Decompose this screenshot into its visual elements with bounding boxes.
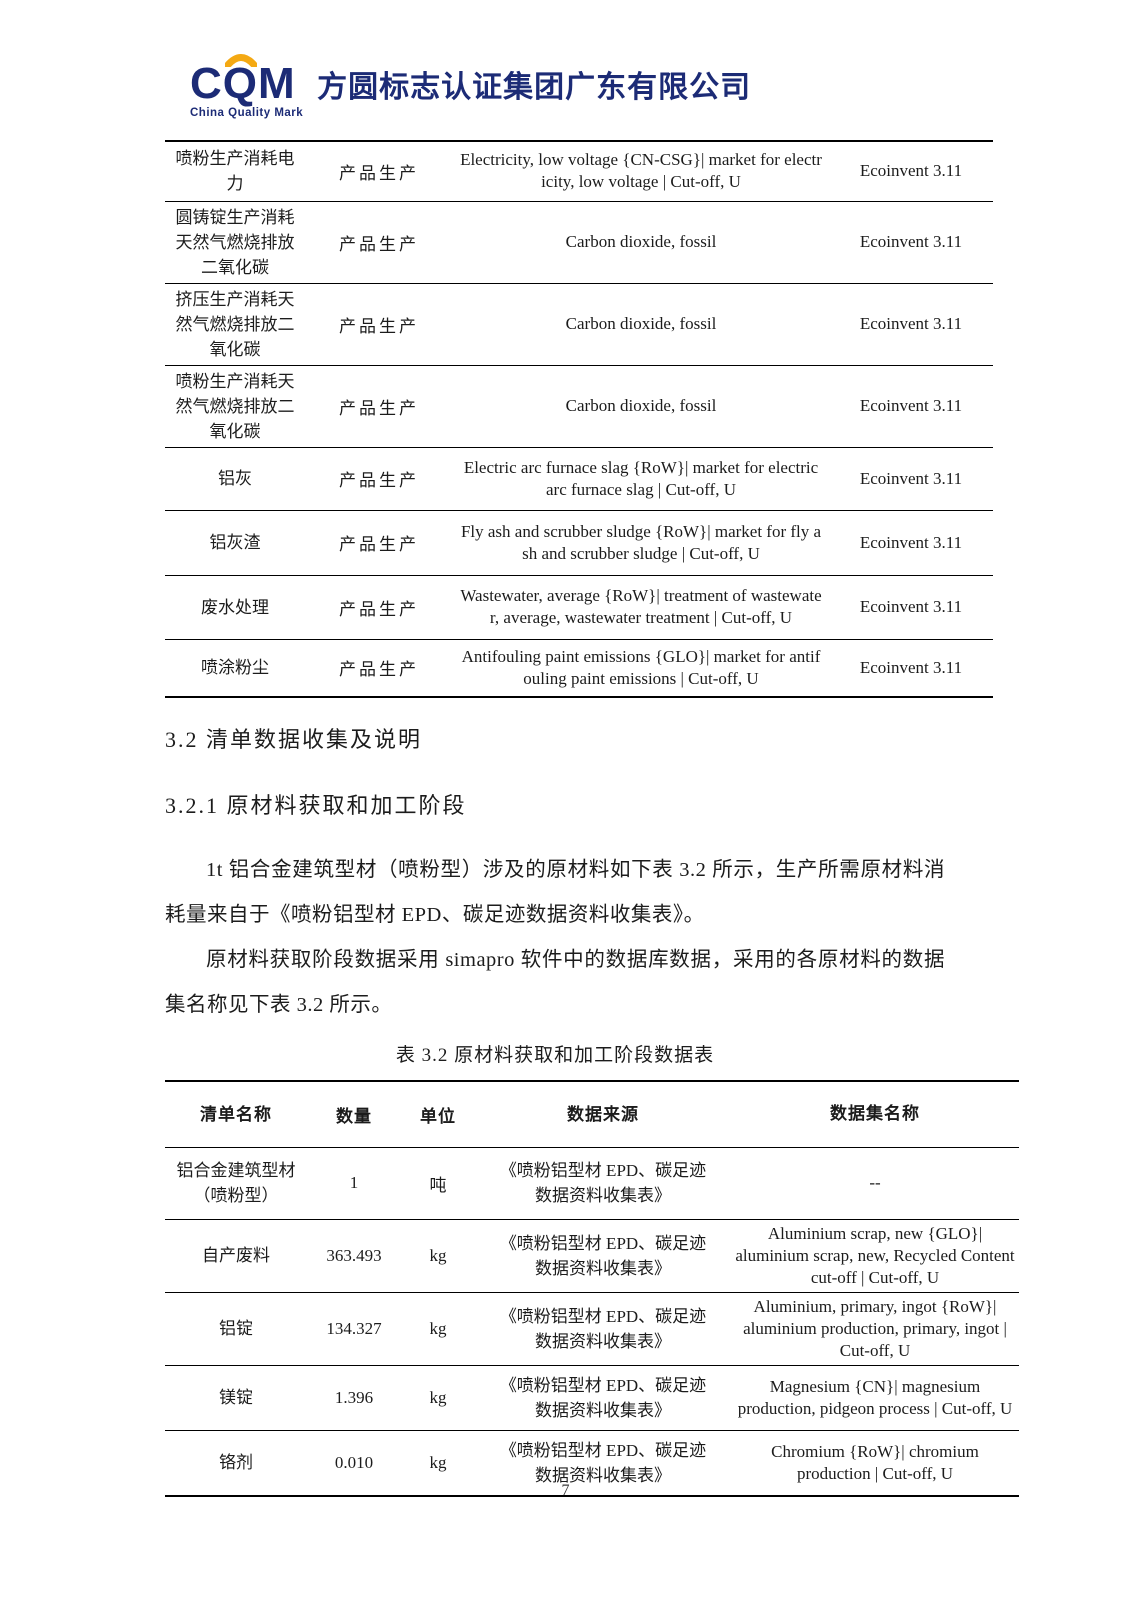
paragraph-2: 原材料获取阶段数据采用 simapro 软件中的数据库数据，采用的各原材料的数据… [165, 949, 945, 1016]
unit-cell: kg [429, 1452, 447, 1472]
qty-cell: 0.010 [334, 1452, 374, 1472]
body-paragraphs: 1t 铝合金建筑型材（喷粉型）涉及的原材料如下表 3.2 所示，生产所需原材料消… [165, 848, 945, 1028]
stage-cell: 产品生产 [305, 575, 453, 640]
item-cell: 铝锭 [165, 1292, 307, 1366]
column-header-source: 数据来源 [475, 1081, 731, 1148]
table-row: 铬剂 0.010 kg 《喷粉铝型材 EPD、碳足迹数据资料收集表》 Chrom… [165, 1430, 1019, 1496]
table-row: 铝灰渣 产品生产 Fly ash and scrubber sludge {Ro… [165, 510, 993, 576]
flow-name-cell: 圆铸锭生产消耗天然气燃烧排放二氧化碳 [165, 201, 305, 284]
source-cell: Ecoinvent 3.11 [829, 447, 993, 511]
source-cell: 《喷粉铝型材 EPD、碳足迹数据资料收集表》 [499, 1440, 707, 1485]
table-row: 镁锭 1.396 kg 《喷粉铝型材 EPD、碳足迹数据资料收集表》 Magne… [165, 1365, 1019, 1431]
dataset-cell: Electricity, low voltage {CN-CSG}| marke… [453, 141, 829, 202]
flow-name-cell: 喷粉生产消耗天然气燃烧排放二氧化碳 [165, 365, 305, 448]
item-cell: 自产废料 [165, 1219, 307, 1293]
source-cell: 《喷粉铝型材 EPD、碳足迹数据资料收集表》 [475, 1147, 731, 1220]
table-row: 喷粉生产消耗电力 产品生产 Electricity, low voltage {… [165, 141, 993, 202]
cqm-logo: CQM China Quality Mark [190, 53, 304, 119]
dataset-cell: Electric arc furnace slag {RoW}| market … [453, 447, 829, 511]
qty-cell: 1 [307, 1147, 401, 1220]
table-row: 铝灰 产品生产 Electric arc furnace slag {RoW}|… [165, 447, 993, 511]
stage-cell: 产品生产 [305, 201, 453, 284]
stage-cell: 产品生产 [339, 660, 419, 680]
table-row: 废水处理 产品生产 Wastewater, average {RoW}| tre… [165, 575, 993, 640]
qty-cell: 363.493 [307, 1219, 401, 1293]
source-cell: 《喷粉铝型材 EPD、碳足迹数据资料收集表》 [475, 1292, 731, 1366]
dataset-cell: Aluminium, primary, ingot {RoW}| alumini… [731, 1292, 1019, 1366]
table-row: 喷涂粉尘 产品生产 Antifouling paint emissions {G… [165, 639, 993, 697]
dataset-cell: Fly ash and scrubber sludge {RoW}| marke… [453, 510, 829, 576]
table-row: 铝锭 134.327 kg 《喷粉铝型材 EPD、碳足迹数据资料收集表》 Alu… [165, 1292, 1019, 1366]
stage-cell: 产品生产 [305, 141, 453, 202]
flow-name-cell: 废水处理 [165, 575, 305, 640]
table-header-row: 清单名称 数量 单位 数据来源 数据集名称 [165, 1081, 1019, 1148]
document-body: 喷粉生产消耗电力 产品生产 Electricity, low voltage {… [165, 140, 1019, 1497]
dataset-cell: Carbon dioxide, fossil [453, 365, 829, 448]
table-3-2-caption: 表 3.2 原材料获取和加工阶段数据表 [395, 1045, 715, 1066]
dataset-cell: Aluminium scrap, new {GLO}| aluminium sc… [731, 1219, 1019, 1293]
flow-name-cell: 喷粉生产消耗电力 [165, 141, 305, 202]
dataset-cell: Carbon dioxide, fossil [453, 283, 829, 366]
dataset-cell: Wastewater, average {RoW}| treatment of … [453, 575, 829, 640]
source-cell: Ecoinvent 3.11 [829, 575, 993, 640]
item-cell: 铬剂 [219, 1453, 253, 1473]
unit-cell: kg [401, 1219, 475, 1293]
dataset-cell: Magnesium {CN}| magnesium production, pi… [731, 1365, 1019, 1431]
table-row: 铝合金建筑型材（喷粉型） 1 吨 《喷粉铝型材 EPD、碳足迹数据资料收集表》 … [165, 1147, 1019, 1220]
page-number: 7 [561, 1482, 570, 1499]
source-cell: 《喷粉铝型材 EPD、碳足迹数据资料收集表》 [475, 1219, 731, 1293]
source-cell: 《喷粉铝型材 EPD、碳足迹数据资料收集表》 [475, 1365, 731, 1431]
source-cell: Ecoinvent 3.11 [829, 141, 993, 202]
materials-table: 清单名称 数量 单位 数据来源 数据集名称 铝合金建筑型材（喷粉型） 1 吨 《… [165, 1080, 1019, 1497]
paragraph-1: 1t 铝合金建筑型材（喷粉型）涉及的原材料如下表 3.2 所示，生产所需原材料消… [165, 859, 945, 926]
section-heading-3-2: 3.2 清单数据收集及说明 [165, 727, 423, 752]
column-header-unit: 单位 [401, 1081, 475, 1148]
logo-tagline: China Quality Mark [190, 106, 304, 119]
unit-cell: 吨 [401, 1147, 475, 1220]
company-name: 方圆标志认证集团广东有限公司 [317, 71, 752, 104]
upstream-flows-table: 喷粉生产消耗电力 产品生产 Electricity, low voltage {… [165, 140, 993, 698]
item-cell: 镁锭 [165, 1365, 307, 1431]
unit-cell: kg [401, 1292, 475, 1366]
column-header-qty: 数量 [307, 1081, 401, 1148]
qty-cell: 1.396 [307, 1365, 401, 1431]
stage-cell: 产品生产 [305, 283, 453, 366]
column-header-dataset: 数据集名称 [731, 1081, 1019, 1148]
flow-name-cell: 铝灰 [165, 447, 305, 511]
dataset-cell: -- [731, 1147, 1019, 1220]
table-row: 挤压生产消耗天然气燃烧排放二氧化碳 产品生产 Carbon dioxide, f… [165, 283, 993, 366]
flow-name-cell: 挤压生产消耗天然气燃烧排放二氧化碳 [165, 283, 305, 366]
logo-arc-icon [225, 53, 257, 67]
source-cell: Ecoinvent 3.11 [859, 657, 963, 677]
section-heading-3-2-1: 3.2.1 原材料获取和加工阶段 [165, 793, 467, 818]
stage-cell: 产品生产 [305, 365, 453, 448]
logo-acronym: CQM [190, 58, 296, 108]
table-row: 喷粉生产消耗天然气燃烧排放二氧化碳 产品生产 Carbon dioxide, f… [165, 365, 993, 448]
source-cell: Ecoinvent 3.11 [829, 365, 993, 448]
source-cell: Ecoinvent 3.11 [829, 510, 993, 576]
dataset-cell: Antifouling paint emissions {GLO}| marke… [461, 646, 821, 688]
table-row: 圆铸锭生产消耗天然气燃烧排放二氧化碳 产品生产 Carbon dioxide, … [165, 201, 993, 284]
qty-cell: 134.327 [307, 1292, 401, 1366]
stage-cell: 产品生产 [305, 510, 453, 576]
header: CQM China Quality Mark 方圆标志认证集团广东有限公司 [190, 0, 1131, 126]
source-cell: Ecoinvent 3.11 [829, 283, 993, 366]
item-cell: 铝合金建筑型材（喷粉型） [165, 1147, 307, 1220]
source-cell: Ecoinvent 3.11 [829, 201, 993, 284]
flow-name-cell: 铝灰渣 [165, 510, 305, 576]
dataset-cell: Chromium {RoW}| chromium production | Cu… [771, 1441, 979, 1483]
flow-name-cell: 喷涂粉尘 [201, 658, 269, 678]
unit-cell: kg [401, 1365, 475, 1431]
table-row: 自产废料 363.493 kg 《喷粉铝型材 EPD、碳足迹数据资料收集表》 A… [165, 1219, 1019, 1293]
column-header-item: 清单名称 [165, 1081, 307, 1148]
dataset-cell: Carbon dioxide, fossil [453, 201, 829, 284]
stage-cell: 产品生产 [305, 447, 453, 511]
